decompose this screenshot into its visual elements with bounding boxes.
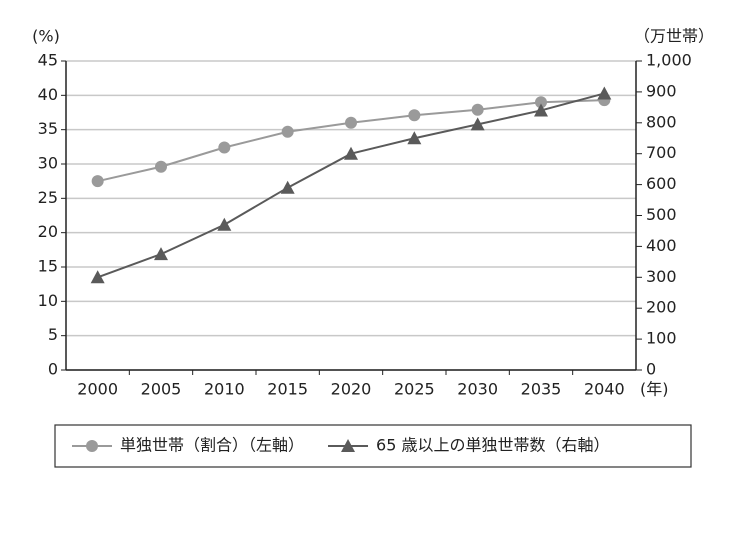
- point: [408, 109, 421, 122]
- legend-marker: [86, 440, 98, 452]
- x-tick-label: 2000: [77, 380, 118, 399]
- y-tick-label: 5: [48, 325, 58, 344]
- point: [407, 131, 422, 145]
- y2-tick-label: 600: [646, 174, 677, 193]
- y-tick-label: 20: [38, 222, 58, 241]
- x-tick-label: 2005: [141, 380, 182, 399]
- y-tick-label: 10: [38, 291, 58, 310]
- legend-label: 65 歳以上の単独世帯数（右軸）: [376, 436, 609, 455]
- y2-tick-label: 1,000: [646, 51, 692, 70]
- y2-tick-label: 800: [646, 112, 677, 131]
- x-tick-label: 2015: [267, 380, 308, 399]
- y2-tick-label: 700: [646, 143, 677, 162]
- legend-box: [54, 424, 692, 468]
- y2-tick-label: 200: [646, 298, 677, 317]
- y-tick-label: 45: [38, 51, 58, 70]
- y2-tick-label: 500: [646, 205, 677, 224]
- x-axis-label: (年): [640, 380, 669, 399]
- y2-tick-label: 900: [646, 81, 677, 100]
- point: [218, 141, 231, 154]
- x-tick-label: 2030: [457, 380, 498, 399]
- y2-axis-label: （万世帯）: [634, 27, 714, 46]
- point: [91, 175, 104, 188]
- y-tick-label: 15: [38, 257, 58, 276]
- x-tick-label: 2010: [204, 380, 245, 399]
- point: [534, 103, 548, 117]
- x-tick-label: 2025: [394, 380, 435, 399]
- legend-label: 単独世帯（割合）（左軸）: [120, 436, 304, 455]
- y2-tick-label: 300: [646, 267, 677, 286]
- y-tick-label: 30: [38, 154, 58, 173]
- point: [154, 247, 168, 261]
- y2-tick-label: 400: [646, 236, 677, 255]
- point: [155, 160, 167, 173]
- y-tick-label: 35: [38, 119, 58, 138]
- point: [280, 180, 295, 194]
- x-tick-label: 2040: [584, 380, 625, 399]
- y2-tick-label: 0: [646, 360, 656, 379]
- legend-marker: [341, 439, 356, 452]
- y2-tick-label: 100: [646, 329, 677, 348]
- point: [90, 270, 105, 284]
- x-tick-label: 2035: [521, 380, 562, 399]
- point: [344, 146, 358, 160]
- y-axis-label: (%): [32, 27, 60, 46]
- y-tick-label: 25: [38, 188, 58, 207]
- point: [217, 217, 232, 231]
- point: [281, 125, 294, 138]
- point: [535, 96, 547, 109]
- point: [470, 117, 485, 131]
- point: [471, 103, 484, 116]
- point: [597, 86, 612, 100]
- y-tick-label: 0: [48, 360, 58, 379]
- x-tick-label: 2020: [331, 380, 372, 399]
- y-tick-label: 40: [38, 85, 58, 104]
- point: [345, 116, 357, 129]
